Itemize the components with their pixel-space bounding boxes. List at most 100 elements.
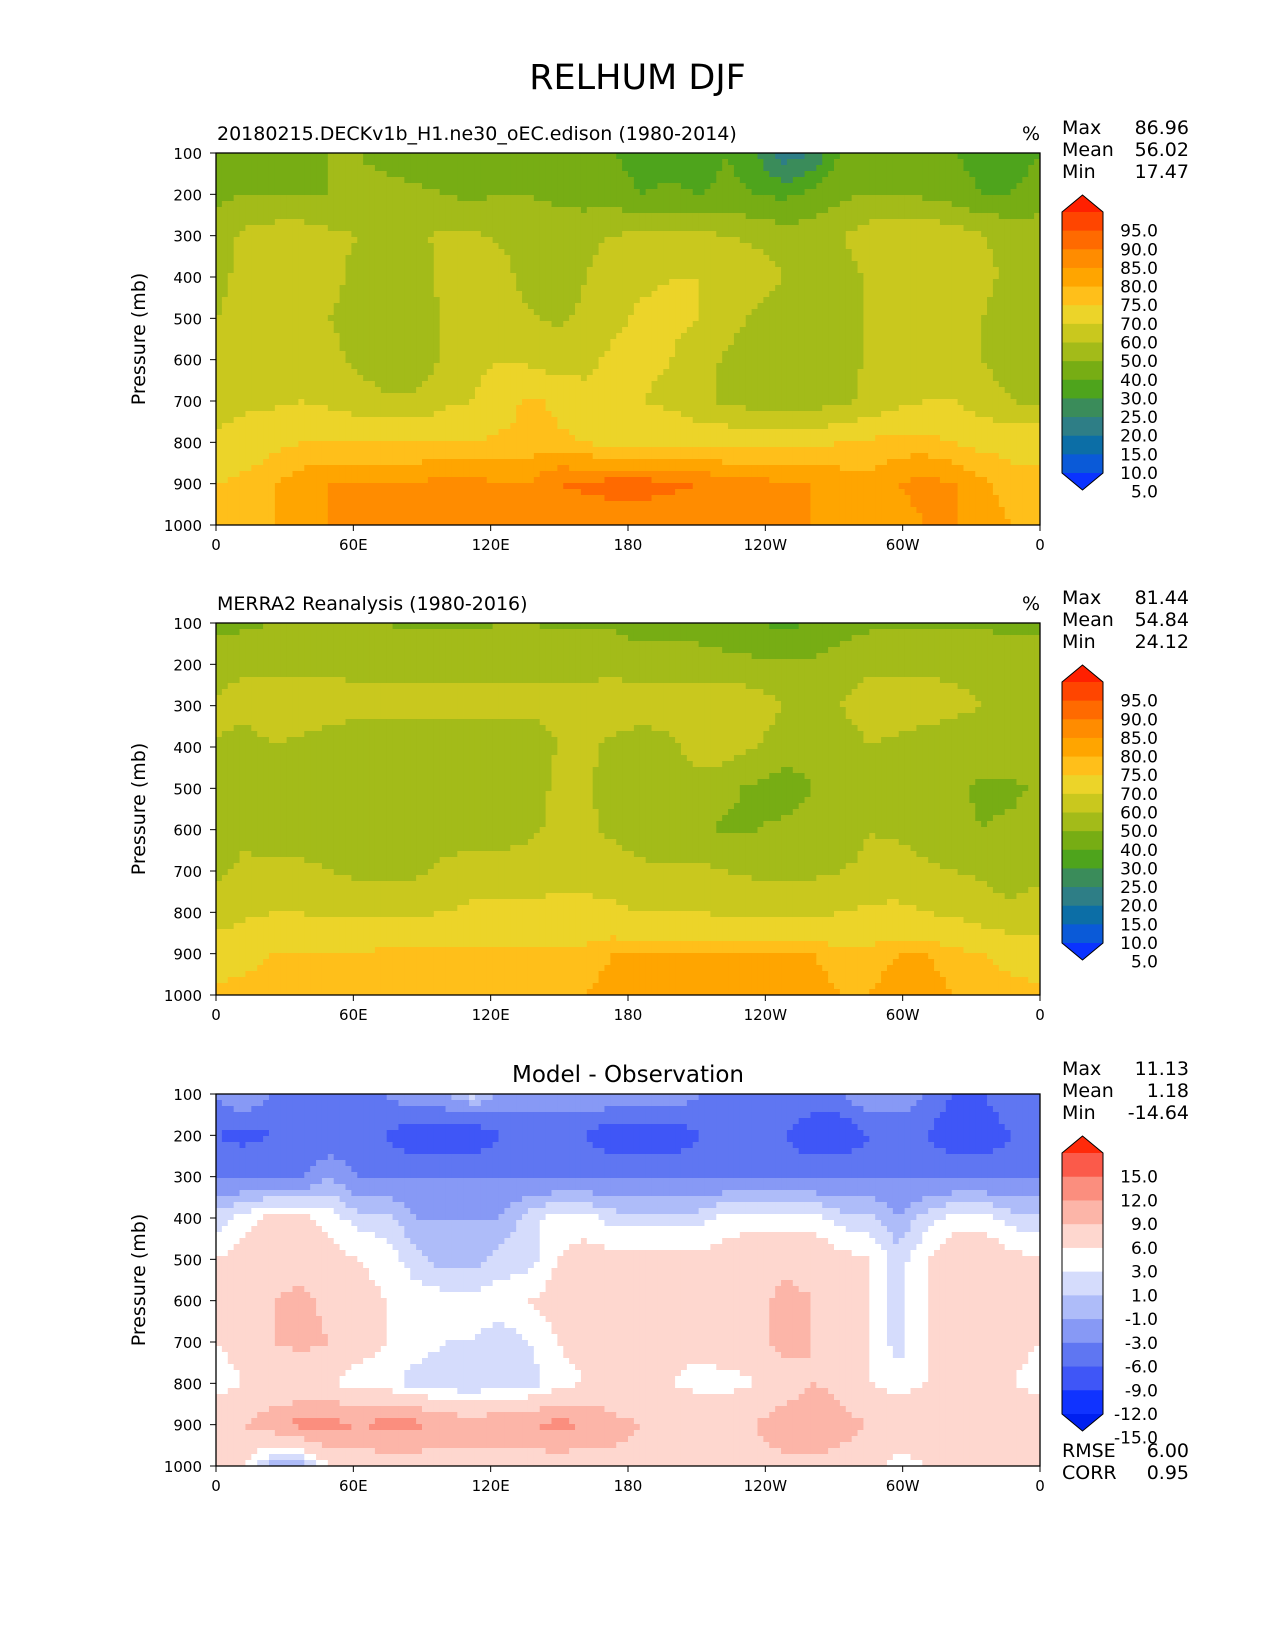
colorbar-tick-label: -1.0 — [1125, 1310, 1158, 1330]
colorbar-tick-label: 40.0 — [1120, 371, 1158, 391]
colorbar-tick-label: 85.0 — [1120, 729, 1158, 749]
y-axis-label: Pressure (mb) — [128, 273, 150, 406]
colorbar-outline — [1061, 194, 1104, 491]
colorbar-extend-top — [1062, 195, 1103, 212]
units-label: % — [1022, 593, 1040, 615]
colorbar-tick-label: 20.0 — [1120, 897, 1158, 917]
colorbar-segment — [1062, 1295, 1103, 1320]
colorbar-tick-label: 25.0 — [1120, 878, 1158, 898]
colorbar-extend-bottom — [1062, 1414, 1103, 1431]
panel-3: 100 200 300 400 500 600 700 800 900 1000 0 60E 120E 1… — [128, 1058, 1189, 1495]
colorbar-tick-label: 50.0 — [1120, 352, 1158, 372]
colorbar-tick-label: 20.0 — [1120, 427, 1158, 447]
y-axis-label: Pressure (mb) — [128, 743, 150, 876]
stat-mean-value: 56.02 — [1135, 139, 1189, 161]
y-axis-label: Pressure (mb) — [128, 1214, 150, 1347]
colorbar-tick-label: 70.0 — [1120, 315, 1158, 335]
stat-min-label: Min — [1062, 1102, 1096, 1124]
figure-title: RELHUM DJF — [0, 58, 1275, 98]
colorbar-tick-label: 75.0 — [1120, 766, 1158, 786]
y-tick-label: 300 — [173, 1169, 202, 1187]
stat-mean-label: Mean — [1062, 1080, 1114, 1102]
y-tick-label: 100 — [173, 145, 202, 163]
colorbar-segment — [1062, 737, 1103, 758]
stat-max-label: Max — [1062, 117, 1101, 139]
colorbar-tick-label: -12.0 — [1114, 1405, 1158, 1425]
y-tick-label: 200 — [173, 186, 202, 204]
stat-min-value: -14.64 — [1128, 1102, 1189, 1124]
colorbar-segment — [1062, 849, 1103, 869]
colorbar-tick-label: 1.0 — [1131, 1286, 1158, 1306]
colorbar-tick-label: 15.0 — [1120, 915, 1158, 935]
y-tick-label: 800 — [173, 434, 202, 452]
colorbar-tick-label: 95.0 — [1120, 222, 1158, 242]
y-tick-label: 400 — [173, 739, 202, 757]
x-tick-label: 60E — [339, 1477, 368, 1495]
colorbar-segment — [1062, 249, 1103, 269]
colorbar: 15.0 12.0 9.0 6.0 3.0 1.0 -1.0 -3.0 -6.0 -9.0 -12.… — [1061, 1135, 1158, 1449]
stat-mean-label: Mean — [1062, 609, 1114, 631]
colorbar-segment — [1062, 905, 1103, 925]
stat-min-value: 17.47 — [1135, 161, 1189, 183]
y-tick-label: 600 — [173, 1293, 202, 1311]
colorbar-tick-label: 50.0 — [1120, 822, 1158, 842]
colorbar-outline — [1061, 1135, 1104, 1432]
colorbar-tick-label: 10.0 — [1120, 464, 1158, 484]
stat-rmse-value: 6.00 — [1147, 1440, 1189, 1462]
colorbar-segment — [1062, 267, 1103, 288]
x-tick-label: 120W — [744, 1477, 788, 1495]
x-tick-label: 0 — [1035, 536, 1045, 554]
colorbar: 95.090.085.080.075.070.060.050.040.030.0… — [1061, 194, 1158, 503]
contour-fill — [216, 1094, 1040, 1466]
y-tick-label: 600 — [173, 822, 202, 840]
x-tick-label: 120E — [472, 1477, 510, 1495]
colorbar-segment — [1062, 1319, 1103, 1344]
colorbar-segment — [1062, 775, 1103, 795]
x-tick-label: 120E — [472, 536, 510, 554]
stat-min-label: Min — [1062, 631, 1096, 653]
panel-title: 20180215.DECKv1b_H1.ne30_oEC.edison (198… — [217, 123, 737, 145]
colorbar-segment — [1062, 1200, 1103, 1225]
colorbar-tick-label: 10.0 — [1120, 934, 1158, 954]
y-tick-label: 400 — [173, 1210, 202, 1228]
y-tick-label: 1000 — [164, 517, 202, 535]
colorbar-tick-label: 85.0 — [1120, 259, 1158, 279]
colorbar-segment — [1062, 887, 1103, 907]
colorbar-tick-label: 15.0 — [1120, 1168, 1158, 1188]
colorbar-tick-label: 30.0 — [1120, 859, 1158, 879]
colorbar-tick-label: 5.0 — [1131, 953, 1158, 973]
colorbar-tick-label: 12.0 — [1120, 1191, 1158, 1211]
y-tick-label: 900 — [173, 946, 202, 964]
colorbar-segment — [1062, 756, 1103, 776]
stat-mean-label: Mean — [1062, 139, 1114, 161]
y-tick-label: 700 — [173, 863, 202, 881]
stat-min-label: Min — [1062, 161, 1096, 183]
colorbar-tick-label: 70.0 — [1120, 785, 1158, 805]
stat-max-label: Max — [1062, 587, 1101, 609]
colorbar: 95.090.085.080.075.070.060.050.040.030.0… — [1061, 664, 1158, 973]
x-tick-label: 60E — [339, 536, 368, 554]
colorbar-segment — [1062, 417, 1103, 437]
x-tick-label: 0 — [211, 536, 221, 554]
colorbar-segment — [1062, 700, 1103, 720]
colorbar-tick-label: 75.0 — [1120, 296, 1158, 316]
y-tick-label: 500 — [173, 1251, 202, 1269]
y-tick-label: 800 — [173, 904, 202, 922]
colorbar-tick-label: -3.0 — [1125, 1334, 1158, 1354]
x-tick-label: 0 — [211, 1477, 221, 1495]
x-tick-label: 60W — [886, 1006, 920, 1024]
y-tick-label: 300 — [173, 698, 202, 716]
stat-corr-value: 0.95 — [1147, 1462, 1189, 1484]
contour-fill — [216, 153, 1040, 525]
stat-corr-label: CORR — [1062, 1462, 1117, 1484]
y-tick-label: 200 — [173, 1127, 202, 1145]
stat-max-value: 86.96 — [1135, 117, 1189, 139]
colorbar-segment — [1062, 924, 1103, 944]
y-tick-label: 1000 — [164, 987, 202, 1005]
colorbar-tick-label: 9.0 — [1131, 1215, 1158, 1235]
colorbar-segment — [1062, 361, 1103, 381]
panel-title: MERRA2 Reanalysis (1980-2016) — [217, 593, 528, 615]
colorbar-tick-label: 30.0 — [1120, 389, 1158, 409]
y-tick-label: 100 — [173, 1086, 202, 1104]
